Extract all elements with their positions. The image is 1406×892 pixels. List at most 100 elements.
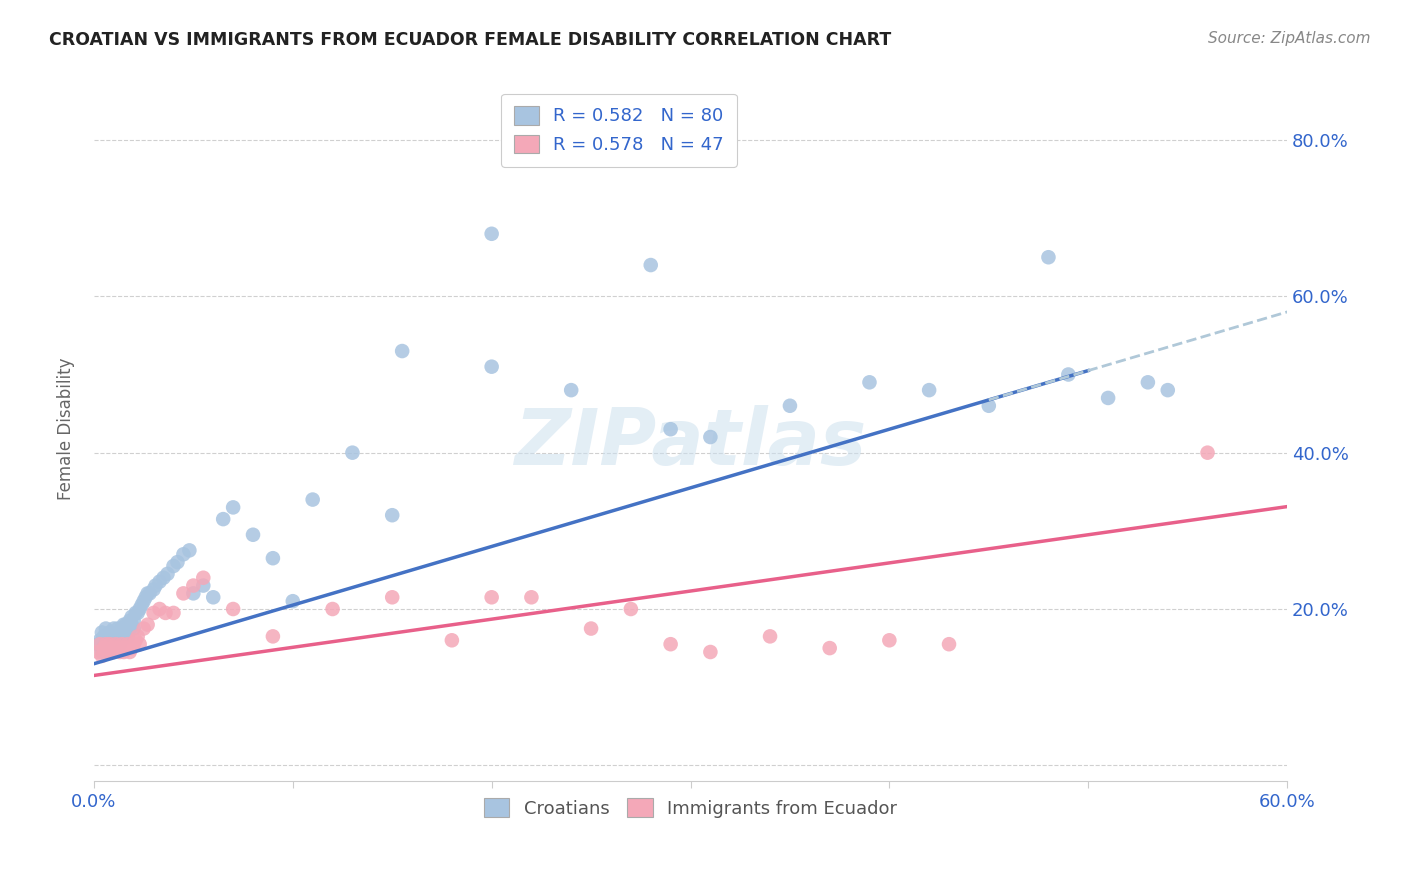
- Point: [111, 637, 134, 651]
- Point: [98, 625, 121, 640]
- Point: [659, 637, 682, 651]
- Point: [156, 566, 179, 581]
- Point: [301, 492, 323, 507]
- Point: [111, 622, 134, 636]
- Point: [818, 641, 841, 656]
- Point: [107, 633, 129, 648]
- Point: [166, 555, 188, 569]
- Point: [89, 637, 111, 651]
- Point: [89, 633, 111, 648]
- Point: [262, 629, 284, 643]
- Point: [121, 641, 143, 656]
- Point: [759, 629, 782, 643]
- Point: [1057, 368, 1080, 382]
- Point: [93, 641, 115, 656]
- Point: [128, 637, 150, 651]
- Point: [179, 543, 201, 558]
- Point: [103, 629, 125, 643]
- Point: [97, 645, 120, 659]
- Point: [938, 637, 960, 651]
- Point: [132, 594, 155, 608]
- Point: [121, 617, 143, 632]
- Point: [118, 645, 141, 659]
- Point: [97, 645, 120, 659]
- Point: [135, 591, 157, 605]
- Point: [858, 376, 880, 390]
- Point: [125, 606, 148, 620]
- Point: [117, 622, 139, 636]
- Point: [114, 625, 136, 640]
- Point: [202, 591, 225, 605]
- Point: [699, 645, 721, 659]
- Point: [481, 227, 503, 241]
- Y-axis label: Female Disability: Female Disability: [58, 358, 75, 500]
- Point: [104, 637, 127, 651]
- Point: [87, 637, 110, 651]
- Point: [87, 645, 110, 659]
- Point: [779, 399, 801, 413]
- Point: [879, 633, 901, 648]
- Point: [152, 571, 174, 585]
- Point: [212, 512, 235, 526]
- Point: [90, 645, 112, 659]
- Text: ZIPatlas: ZIPatlas: [515, 405, 866, 482]
- Point: [108, 637, 131, 651]
- Point: [193, 571, 215, 585]
- Point: [183, 586, 205, 600]
- Point: [117, 637, 139, 651]
- Point: [1097, 391, 1119, 405]
- Point: [114, 641, 136, 656]
- Point: [391, 344, 413, 359]
- Point: [122, 637, 145, 651]
- Point: [659, 422, 682, 436]
- Legend: Croatians, Immigrants from Ecuador: Croatians, Immigrants from Ecuador: [477, 791, 904, 825]
- Point: [112, 617, 135, 632]
- Point: [381, 591, 404, 605]
- Point: [138, 586, 160, 600]
- Point: [262, 551, 284, 566]
- Point: [127, 629, 149, 643]
- Point: [101, 633, 124, 648]
- Point: [122, 614, 145, 628]
- Point: [193, 578, 215, 592]
- Point: [148, 574, 170, 589]
- Point: [1136, 376, 1159, 390]
- Point: [322, 602, 344, 616]
- Point: [172, 586, 194, 600]
- Point: [111, 633, 134, 648]
- Point: [172, 547, 194, 561]
- Point: [142, 582, 165, 597]
- Point: [620, 602, 643, 616]
- Text: CROATIAN VS IMMIGRANTS FROM ECUADOR FEMALE DISABILITY CORRELATION CHART: CROATIAN VS IMMIGRANTS FROM ECUADOR FEMA…: [49, 31, 891, 49]
- Point: [122, 622, 145, 636]
- Point: [640, 258, 662, 272]
- Point: [103, 645, 125, 659]
- Point: [121, 610, 143, 624]
- Point: [1157, 383, 1180, 397]
- Point: [101, 641, 124, 656]
- Point: [108, 625, 131, 640]
- Point: [222, 602, 245, 616]
- Point: [128, 602, 150, 616]
- Point: [94, 637, 117, 651]
- Point: [560, 383, 582, 397]
- Point: [222, 500, 245, 515]
- Point: [342, 445, 364, 459]
- Point: [131, 598, 153, 612]
- Point: [440, 633, 463, 648]
- Point: [127, 606, 149, 620]
- Point: [93, 641, 115, 656]
- Point: [481, 591, 503, 605]
- Point: [90, 625, 112, 640]
- Point: [1038, 250, 1060, 264]
- Point: [242, 527, 264, 541]
- Point: [98, 637, 121, 651]
- Point: [142, 606, 165, 620]
- Point: [148, 602, 170, 616]
- Point: [520, 591, 543, 605]
- Point: [118, 622, 141, 636]
- Point: [132, 622, 155, 636]
- Point: [1197, 445, 1219, 459]
- Point: [104, 637, 127, 651]
- Point: [108, 645, 131, 659]
